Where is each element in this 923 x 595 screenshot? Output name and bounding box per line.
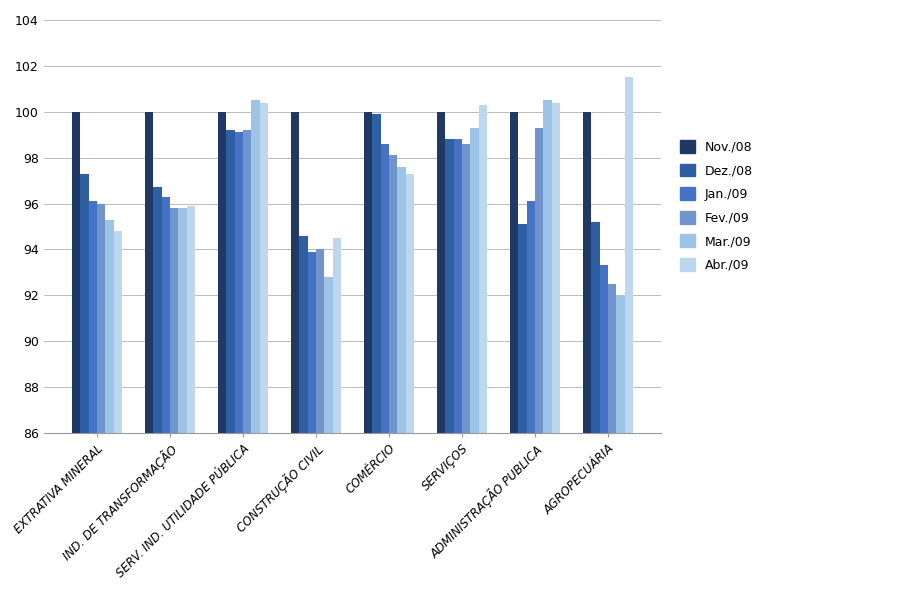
Bar: [186, 206, 195, 433]
Bar: [592, 222, 600, 433]
Bar: [218, 112, 226, 433]
Bar: [608, 284, 617, 433]
Bar: [324, 277, 333, 433]
Bar: [453, 139, 462, 433]
Bar: [535, 128, 544, 433]
Bar: [471, 128, 479, 433]
Bar: [333, 238, 342, 433]
Bar: [97, 203, 105, 433]
Bar: [445, 139, 453, 433]
Bar: [178, 208, 186, 433]
Legend: Nov./08, Dez./08, Jan./09, Fev./09, Mar./09, Abr./09: Nov./08, Dez./08, Jan./09, Fev./09, Mar.…: [674, 134, 760, 278]
Bar: [479, 105, 487, 433]
Bar: [145, 112, 153, 433]
Bar: [582, 112, 592, 433]
Bar: [299, 236, 307, 433]
Bar: [518, 224, 527, 433]
Bar: [234, 133, 243, 433]
Bar: [398, 167, 406, 433]
Bar: [114, 231, 122, 433]
Bar: [243, 130, 251, 433]
Bar: [316, 249, 324, 433]
Bar: [625, 77, 633, 433]
Bar: [226, 130, 234, 433]
Bar: [364, 112, 372, 433]
Bar: [552, 102, 560, 433]
Bar: [162, 196, 170, 433]
Bar: [527, 201, 535, 433]
Bar: [509, 112, 518, 433]
Bar: [372, 114, 380, 433]
Bar: [380, 144, 389, 433]
Bar: [406, 174, 414, 433]
Bar: [389, 155, 398, 433]
Bar: [89, 201, 97, 433]
Bar: [437, 112, 445, 433]
Bar: [600, 265, 608, 433]
Bar: [544, 101, 552, 433]
Bar: [105, 220, 114, 433]
Bar: [170, 208, 178, 433]
Bar: [72, 112, 80, 433]
Bar: [251, 101, 259, 433]
Bar: [291, 112, 299, 433]
Bar: [259, 102, 269, 433]
Bar: [617, 295, 625, 433]
Bar: [80, 174, 89, 433]
Bar: [307, 252, 316, 433]
Bar: [462, 144, 471, 433]
Bar: [153, 187, 162, 433]
